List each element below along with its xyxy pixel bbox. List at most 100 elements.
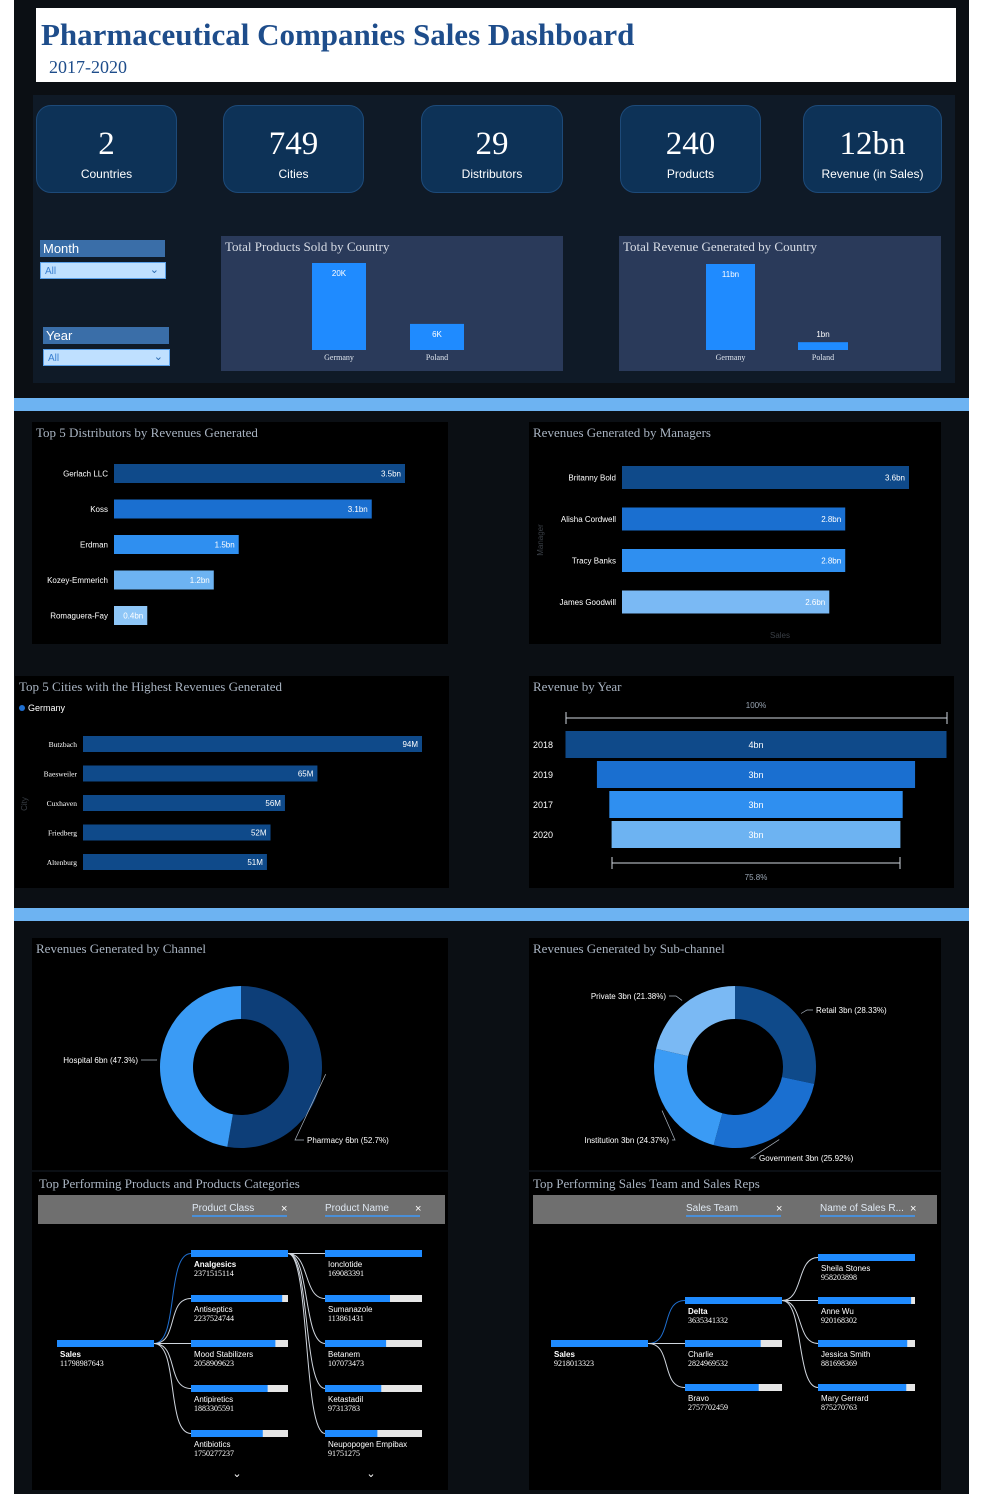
- close-icon[interactable]: ×: [281, 1203, 288, 1215]
- category-label: James Goodwill: [560, 598, 617, 607]
- products-by-country-chart: 20K Germany 6K Poland: [312, 263, 464, 362]
- field-product-name[interactable]: Product Name: [325, 1203, 420, 1217]
- title-banner: Pharmaceutical Companies Sales Dashboard…: [36, 8, 956, 82]
- category-label: 2020: [533, 830, 553, 840]
- bar: [622, 507, 846, 531]
- year-slicer-label: Year: [43, 327, 169, 344]
- slice-label: Pharmacy 6bn (52.7%): [307, 1136, 389, 1145]
- bar: [114, 570, 214, 590]
- data-label: 2.8bn: [821, 557, 841, 566]
- node-name: Sales: [60, 1350, 81, 1359]
- data-label: 56M: [265, 799, 281, 808]
- node-value: 2371515114: [194, 1269, 234, 1278]
- node-bar: [191, 1250, 288, 1257]
- leader-line: [800, 1009, 813, 1014]
- slice-label: Retail 3bn (28.33%): [816, 1006, 887, 1015]
- chart-title: Revenue by Year: [533, 679, 622, 694]
- section-separator: [14, 398, 969, 411]
- close-icon[interactable]: ×: [415, 1203, 422, 1215]
- subchannel-panel: Revenues Generated by Sub-channel Retail…: [529, 938, 941, 1170]
- category-label: Koss: [90, 505, 108, 514]
- bar: [622, 590, 830, 614]
- node-value: 875270763: [821, 1403, 857, 1412]
- slice-label: Hospital 6bn (47.3%): [63, 1056, 138, 1065]
- data-label: 0.4bn: [123, 612, 143, 621]
- kpi-label: Products: [666, 167, 715, 181]
- node-name: Mood Stabilizers: [194, 1350, 253, 1359]
- products-tree-panel: Top Performing Products and Products Cat…: [32, 1172, 448, 1490]
- data-label: 65M: [298, 770, 314, 779]
- bar: [798, 342, 848, 350]
- node-value: 920168302: [821, 1316, 857, 1325]
- node-value: 11798987643: [60, 1359, 104, 1368]
- node-bar: [551, 1340, 648, 1347]
- node-value: 107073473: [328, 1359, 364, 1368]
- bar: [410, 323, 464, 350]
- node-name: Antibiotics: [194, 1440, 230, 1449]
- data-label: 1.5bn: [215, 541, 235, 550]
- kpi-value: 240: [665, 126, 716, 162]
- tree-link: [781, 1300, 819, 1344]
- tree-link: [153, 1253, 192, 1344]
- revenue-by-year-panel: Revenue by Year 4bn 2018 3bn 2019 3bn 2017 3bn…: [529, 676, 954, 888]
- close-icon[interactable]: ×: [776, 1203, 783, 1215]
- year-slicer-dropdown[interactable]: All ⌄: [43, 349, 170, 366]
- bar: [83, 824, 271, 841]
- node-name: Ionclotide: [328, 1260, 363, 1269]
- data-label: 3.1bn: [348, 505, 368, 514]
- node-value: 169083391: [328, 1269, 364, 1278]
- category-label: Germany: [324, 353, 354, 362]
- node-bar: [818, 1254, 915, 1261]
- tree-link: [287, 1253, 326, 1344]
- node-name: Ketastadil: [328, 1395, 363, 1404]
- bar: [565, 731, 947, 758]
- node-bar: [191, 1430, 263, 1437]
- node-name: Charlie: [688, 1350, 714, 1359]
- tree-link: [287, 1253, 326, 1389]
- chart-title: Revenues Generated by Sub-channel: [533, 941, 725, 956]
- month-slicer-dropdown[interactable]: All ⌄: [40, 262, 166, 279]
- node-bar: [191, 1295, 283, 1302]
- slice: [159, 986, 241, 1147]
- top-cities-chart: 94M Butzbach 65M Baesweiler 56M Cuxhaven 52M Fr…: [19, 703, 422, 870]
- node-bar: [818, 1384, 907, 1391]
- slice: [654, 1048, 723, 1146]
- bar: [114, 464, 405, 483]
- kpi-value: 12bn: [839, 126, 906, 162]
- category-label: 2018: [533, 740, 553, 750]
- chart-title: Top Performing Products and Products Cat…: [39, 1176, 300, 1191]
- slice-label: Private 3bn (21.38%): [591, 992, 666, 1001]
- category-label: Poland: [812, 353, 834, 362]
- bar: [706, 264, 755, 350]
- chart-title: Top 5 Distributors by Revenues Generated: [36, 425, 258, 440]
- node-bar: [325, 1385, 382, 1392]
- kpi-card-cities: 749 Cities: [223, 105, 364, 193]
- data-label: 3.6bn: [885, 474, 905, 483]
- data-label: 3bn: [748, 770, 763, 780]
- category-label: Baesweiler: [44, 770, 78, 779]
- node-name: Delta: [688, 1307, 708, 1316]
- tree-link: [153, 1343, 192, 1434]
- section-separator: [14, 908, 969, 921]
- revenue-by-country-panel: Total Revenue Generated by Country 11bn G…: [619, 236, 941, 371]
- close-icon[interactable]: ×: [910, 1203, 917, 1215]
- node-value: 2757702459: [688, 1403, 728, 1412]
- field-sales-rep[interactable]: Name of Sales R...: [820, 1203, 915, 1217]
- field-product-class[interactable]: Product Class: [192, 1203, 287, 1217]
- data-label: 94M: [402, 740, 418, 749]
- node-bar: [685, 1384, 759, 1391]
- subchannel-donut-chart: Retail 3bn (28.33%) Government 3bn (25.92…: [585, 986, 887, 1163]
- field-sales-team[interactable]: Sales Team: [686, 1203, 781, 1217]
- category-label: 2019: [533, 770, 553, 780]
- bar: [312, 263, 366, 350]
- node-name: Antipiretics: [194, 1395, 233, 1404]
- kpi-label: Distributors: [461, 167, 523, 181]
- chart-title: Revenues Generated by Managers: [533, 425, 711, 440]
- bar: [114, 606, 148, 625]
- top-distributors-chart: 3.5bn Gerlach LLC 3.1bn Koss 1.5bn Erdman 1.2b…: [47, 464, 405, 625]
- node-value: 2058909623: [194, 1359, 234, 1368]
- bar: [83, 795, 285, 811]
- category-label: Tracy Banks: [572, 557, 616, 566]
- kpi-label: Cities: [278, 167, 309, 181]
